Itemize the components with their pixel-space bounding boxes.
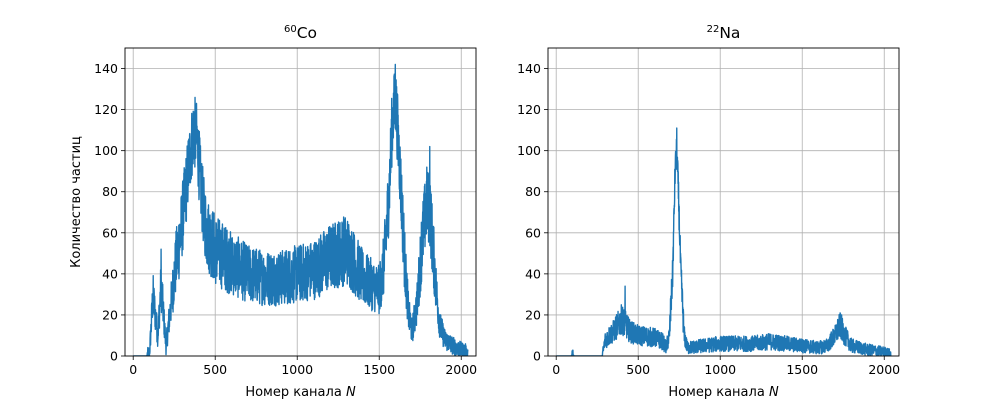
x-axis-label-var-22na: N bbox=[769, 385, 779, 400]
x-tick-label: 500 bbox=[203, 362, 227, 377]
title-element-60co: Co bbox=[297, 24, 317, 42]
y-ticks-60co: 0 20 40 60 80 100 120 140 bbox=[94, 61, 125, 363]
y-tick-label: 60 bbox=[102, 225, 118, 240]
chart-title-60co: 60Co bbox=[284, 24, 317, 42]
series-60co bbox=[133, 64, 468, 356]
x-tick-label: 2000 bbox=[868, 362, 900, 377]
y-axis-label: Количество частиц bbox=[69, 136, 84, 268]
title-superscript-22na: 22 bbox=[707, 24, 720, 35]
y-tick-label: 140 bbox=[517, 61, 541, 76]
x-axis-label-22na: Номер канала N bbox=[668, 385, 779, 400]
title-element-22na: Na bbox=[719, 24, 740, 42]
y-tick-label: 0 bbox=[110, 349, 118, 364]
x-tick-label: 0 bbox=[129, 362, 137, 377]
y-tick-label: 80 bbox=[102, 184, 118, 199]
y-tick-label: 100 bbox=[94, 143, 118, 158]
x-tick-label: 1500 bbox=[363, 362, 395, 377]
x-tick-label: 2000 bbox=[445, 362, 477, 377]
x-tick-label: 1500 bbox=[786, 362, 818, 377]
x-ticks-22na: 0 500 1000 1500 2000 bbox=[552, 356, 900, 377]
y-tick-label: 40 bbox=[102, 266, 118, 281]
spectrum-line bbox=[556, 128, 891, 356]
y-tick-label: 20 bbox=[102, 307, 118, 322]
x-axis-label-text-22na: Номер канала bbox=[668, 385, 769, 400]
series-22na bbox=[556, 128, 891, 356]
chart-title-22na: 22Na bbox=[707, 24, 741, 42]
spectrum-line bbox=[133, 64, 468, 356]
x-tick-label: 0 bbox=[552, 362, 560, 377]
panel-22na: 0 500 1000 1500 2000 0 20 40 60 80 100 120 140 22Na… bbox=[517, 24, 900, 400]
y-tick-label: 60 bbox=[525, 225, 541, 240]
x-axis-label-text-60co: Номер канала bbox=[245, 385, 346, 400]
y-tick-label: 0 bbox=[533, 349, 541, 364]
y-tick-label: 120 bbox=[94, 102, 118, 117]
y-tick-label: 40 bbox=[525, 266, 541, 281]
y-tick-label: 100 bbox=[517, 143, 541, 158]
y-tick-label: 120 bbox=[517, 102, 541, 117]
x-tick-label: 500 bbox=[626, 362, 650, 377]
y-tick-label: 20 bbox=[525, 307, 541, 322]
x-axis-label-60co: Номер канала N bbox=[245, 385, 356, 400]
y-ticks-22na: 0 20 40 60 80 100 120 140 bbox=[517, 61, 548, 363]
x-ticks-60co: 0 500 1000 1500 2000 bbox=[129, 356, 477, 377]
x-tick-label: 1000 bbox=[281, 362, 313, 377]
plot-frame-22na bbox=[548, 48, 899, 356]
y-tick-label: 80 bbox=[525, 184, 541, 199]
grid-lines-22na bbox=[548, 48, 899, 356]
title-superscript-60co: 60 bbox=[284, 24, 297, 35]
y-tick-label: 140 bbox=[94, 61, 118, 76]
x-tick-label: 1000 bbox=[704, 362, 736, 377]
x-axis-label-var-60co: N bbox=[346, 385, 356, 400]
